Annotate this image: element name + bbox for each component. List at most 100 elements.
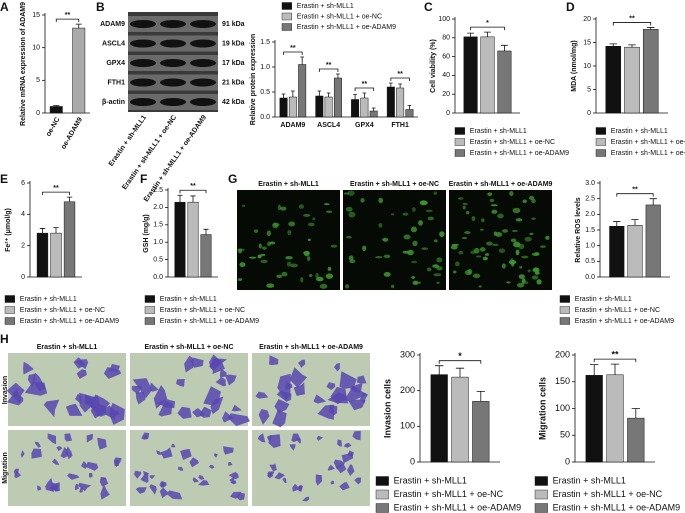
stained-cell xyxy=(86,461,99,471)
stained-cell xyxy=(64,433,72,442)
stained-cell xyxy=(101,405,116,420)
legend-swatch xyxy=(281,2,293,10)
stained-cell xyxy=(84,394,94,407)
stained-cell xyxy=(212,358,225,375)
stained-cell xyxy=(178,466,184,471)
blot-band xyxy=(160,39,186,48)
stained-cell xyxy=(268,434,281,448)
stained-cell xyxy=(269,355,279,366)
stained-cell xyxy=(285,382,293,390)
bar xyxy=(315,95,324,118)
x-tick-label: ADAM9 xyxy=(280,122,305,129)
legend-swatch xyxy=(454,138,466,146)
error-bar xyxy=(371,107,376,111)
fluorescent-cell xyxy=(418,220,424,226)
legend-swatch xyxy=(595,127,607,135)
fluorescent-cell xyxy=(391,213,395,216)
legend-label: Erastin + sh-MLL1 xyxy=(575,296,632,303)
fluorescent-cell xyxy=(479,247,486,252)
image-column-label: Erastin + sh-MLL1 + oe-ADAM9 xyxy=(449,181,553,188)
y-tick-label: 1.5 xyxy=(153,222,163,229)
bar xyxy=(497,50,512,114)
stained-cell xyxy=(289,444,296,451)
fluorescent-cell xyxy=(533,267,538,272)
fluorescent-cell xyxy=(513,241,521,248)
stained-cell xyxy=(156,450,163,455)
y-tick-label: 1.5 xyxy=(260,39,270,46)
significance-bracket xyxy=(318,68,339,72)
error-bar xyxy=(388,82,393,87)
significance-label: ** xyxy=(611,349,619,359)
stained-cell xyxy=(343,442,352,448)
fluorescent-cell xyxy=(261,246,267,250)
panel-letter: A xyxy=(0,0,9,14)
stained-cell xyxy=(228,462,233,466)
significance-bracket xyxy=(55,18,80,23)
y-axis-label: Cell viability (%) xyxy=(430,39,437,93)
stained-cell xyxy=(357,375,367,384)
error-bar xyxy=(398,83,402,88)
stained-cell xyxy=(333,459,345,470)
fluorescent-cell xyxy=(515,249,520,256)
fluorescent-cell xyxy=(502,229,509,233)
panel-letter: F xyxy=(140,172,147,186)
blot-protein: FTH1 xyxy=(108,79,126,86)
stained-cell xyxy=(81,461,88,469)
stained-cell xyxy=(90,394,111,416)
stained-cell xyxy=(100,484,110,500)
fluorescent-cell xyxy=(534,271,540,275)
y-tick-label: 300 xyxy=(400,349,415,359)
error-bar xyxy=(501,44,508,51)
panel-letter: D xyxy=(566,0,575,14)
fluorescent-cell xyxy=(266,283,275,288)
legend-label: Erastin + sh-MLL1 + oe-NC xyxy=(20,307,105,314)
stained-cell xyxy=(108,363,121,372)
legend-swatch xyxy=(534,476,548,486)
stained-cell xyxy=(89,473,93,478)
stained-cell xyxy=(229,477,235,484)
stained-cell xyxy=(223,446,234,455)
y-tick-label: 150 xyxy=(555,376,570,386)
y-axis-label: Relative ROS levels xyxy=(575,197,582,262)
stained-cell xyxy=(153,385,168,409)
y-tick-label: 6 xyxy=(21,180,25,187)
stained-cell xyxy=(348,450,354,457)
fluorescent-cell xyxy=(510,258,514,264)
fluorescent-cell xyxy=(381,238,386,241)
fluorescent-cell xyxy=(454,261,460,267)
blot-band xyxy=(160,98,186,106)
stained-cell xyxy=(113,460,120,467)
stained-cell xyxy=(184,355,194,373)
bar xyxy=(324,96,333,118)
panel-letter: C xyxy=(424,0,433,14)
fluorescent-cell xyxy=(433,273,442,277)
significance-label: ** xyxy=(326,62,332,69)
fluorescent-cell xyxy=(471,216,476,222)
blot-protein: β-actin xyxy=(102,99,125,106)
y-tick-label: 15 xyxy=(32,12,40,19)
y-tick-label: 0.0 xyxy=(153,274,163,281)
legend-label: Erastin + sh-MLL1 xyxy=(553,475,626,485)
fluorescent-cell xyxy=(349,259,356,264)
stained-cell xyxy=(45,477,54,492)
y-tick-label: 40 xyxy=(442,72,450,79)
legend-label: Erastin + sh-MLL1 + oe-NC xyxy=(470,139,555,146)
y-tick-label: 60 xyxy=(442,53,450,60)
significance-label: ** xyxy=(190,183,196,190)
stained-cell xyxy=(339,371,357,389)
fluorescent-cell xyxy=(436,257,443,263)
panel-letter: E xyxy=(0,172,8,186)
fluorescent-cell xyxy=(327,266,332,271)
error-bar xyxy=(631,408,640,419)
error-bar xyxy=(613,221,621,227)
y-tick-label: 20 xyxy=(442,91,450,98)
fluorescent-cell xyxy=(266,230,272,237)
legend-label: Erastin + sh-MLL1 + oe-ADAM9 xyxy=(553,502,681,512)
fluorescent-cell xyxy=(516,282,525,288)
legend-swatch xyxy=(375,476,389,486)
fluorescent-cell xyxy=(490,204,498,207)
fluorescent-cell xyxy=(375,255,383,259)
legend-label: Erastin + sh-MLL1 + oe-ADAM9 xyxy=(575,318,674,325)
significance-label: ** xyxy=(629,15,635,22)
y-tick-label: 100 xyxy=(555,403,570,413)
